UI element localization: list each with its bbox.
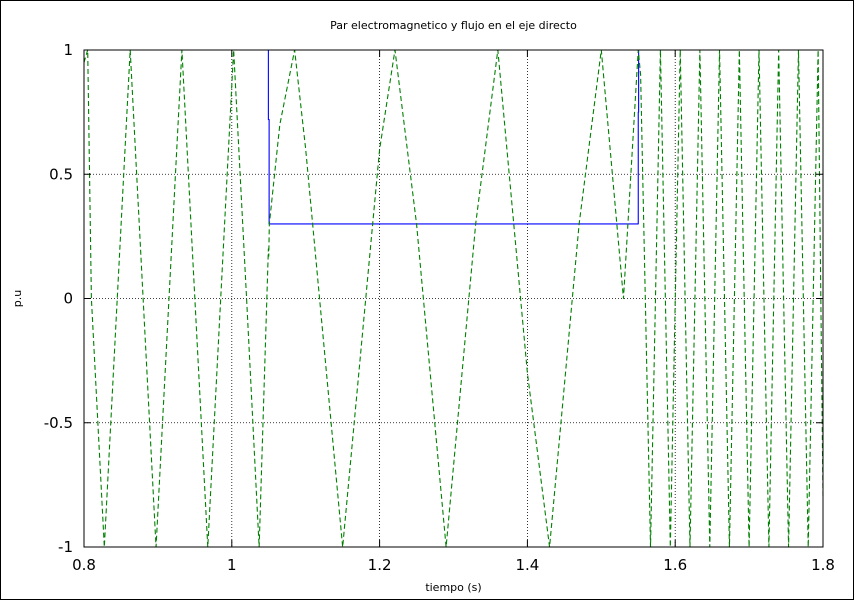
x-tick-label: 1.4 [515,556,539,574]
x-tick-label: 1.8 [811,556,835,574]
grid [84,50,823,547]
y-tick-label: 0.5 [49,165,73,183]
y-axis-label: p.u [11,290,24,307]
series-1-line [84,49,823,225]
x-axis-label: tiempo (s) [425,581,481,594]
y-tick-label: -1 [58,538,73,556]
ticks: 0.8 1 1.2 1.4 1.6 1.8 -1 -0.5 0 0.5 1 [44,41,835,574]
y-tick-label: 0 [63,290,73,308]
y-tick-label: 1 [63,41,73,59]
x-tick-label: 0.8 [72,556,96,574]
x-tick-label: 1 [227,556,237,574]
x-tick-label: 1.6 [663,556,687,574]
x-tick-label: 1.2 [368,556,392,574]
chart-title: Par electromagnetico y flujo en el eje d… [330,19,577,32]
y-tick-label: -0.5 [44,414,73,432]
